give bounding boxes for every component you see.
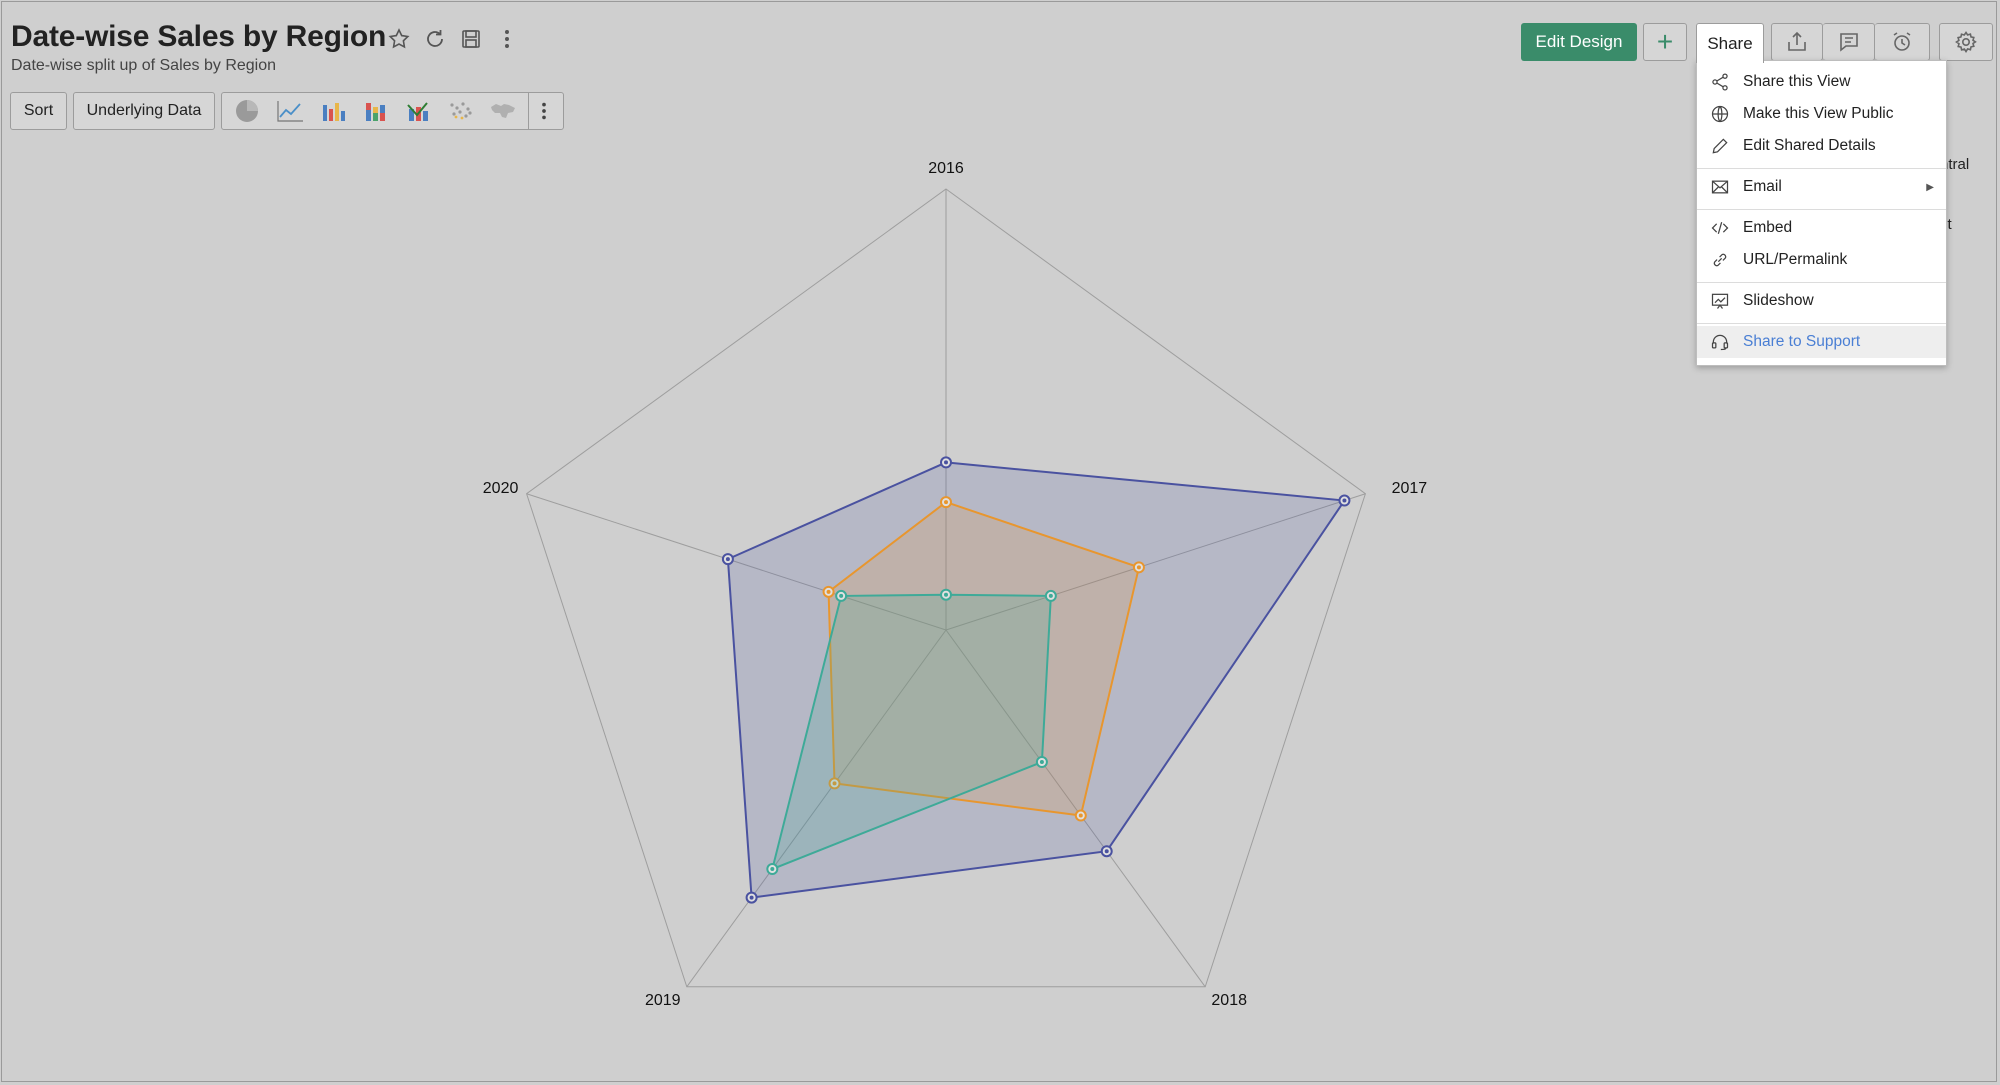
radar-axis-label: 2020 (483, 480, 519, 497)
radar-data-point-core (1136, 565, 1141, 570)
radar-data-point-core (826, 589, 831, 594)
map-chart-icon[interactable] (482, 93, 525, 129)
radar-data-point-core (770, 867, 775, 872)
legend-entry[interactable]: ntral (1940, 156, 1970, 173)
menu-item-label: Email (1743, 178, 1782, 195)
menu-item-label: Make this View Public (1743, 105, 1894, 122)
menu-item-email[interactable]: Email ▶ (1697, 171, 1946, 203)
combination-chart-icon[interactable] (396, 93, 439, 129)
title-actions (386, 26, 520, 52)
menu-item-embed[interactable]: Embed (1697, 212, 1946, 244)
radar-spoke (945, 493, 1366, 631)
refresh-icon[interactable] (422, 26, 448, 52)
radar-data-point-core (944, 460, 948, 465)
radar-data-point-core (1048, 593, 1053, 598)
chart-type-switcher (221, 92, 564, 130)
radar-series (721, 456, 1351, 904)
menu-item-label: Slideshow (1743, 292, 1814, 309)
submenu-arrow-icon: ▶ (1926, 181, 1934, 193)
radar-axis-label: 2018 (1211, 992, 1247, 1009)
comment-button[interactable] (1823, 23, 1875, 61)
link-icon (1709, 249, 1731, 271)
radar-data-point-core (1104, 849, 1109, 854)
radar-spoke (945, 629, 1206, 988)
slideshow-icon (1709, 290, 1731, 312)
underlying-data-button[interactable]: Underlying Data (73, 92, 215, 130)
radar-data-point-core (944, 592, 948, 597)
add-button[interactable]: + (1643, 23, 1687, 61)
stacked-bar-chart-icon[interactable] (354, 93, 397, 129)
sort-button[interactable]: Sort (10, 92, 67, 130)
radar-data-point-core (944, 500, 948, 505)
menu-item-share-to-support[interactable]: Share to Support (1697, 326, 1946, 358)
radar-data-point-core (839, 593, 844, 598)
code-icon (1709, 217, 1731, 239)
export-icon (1788, 31, 1806, 51)
pie-chart-icon[interactable] (226, 93, 269, 129)
share-dropdown-menu: Share this View Make this View Public Ed… (1696, 60, 1947, 366)
save-icon[interactable] (458, 26, 484, 52)
toolbar-divider (528, 93, 530, 129)
radar-series-area[interactable] (827, 500, 1141, 817)
globe-icon (1709, 103, 1731, 125)
radar-data-point-core (749, 895, 754, 900)
radar-data-point-core (832, 781, 837, 786)
alert-button[interactable] (1875, 23, 1930, 61)
menu-divider (1697, 168, 1946, 169)
edit-design-button[interactable]: Edit Design (1521, 23, 1637, 61)
menu-item-label: URL/Permalink (1743, 251, 1848, 268)
radar-grid-outline (525, 188, 1367, 988)
more-vertical-icon[interactable] (529, 100, 559, 122)
line-chart-icon[interactable] (269, 93, 312, 129)
radar-axis-labels: 2016 2017 2018 2019 2020 (483, 160, 1428, 1009)
menu-divider (1697, 323, 1946, 324)
radar-grid (525, 188, 1367, 988)
pencil-icon (1709, 135, 1731, 157)
menu-item-url-permalink[interactable]: URL/Permalink (1697, 244, 1946, 276)
radar-data-point-core (1342, 498, 1347, 503)
gear-icon (1955, 31, 1977, 53)
menu-item-label: Edit Shared Details (1743, 137, 1876, 154)
comment-icon (1839, 33, 1858, 52)
menu-item-label: Share this View (1743, 73, 1851, 90)
radar-axis-label: 2017 (1392, 480, 1428, 497)
radar-data-point-core (1078, 813, 1083, 818)
radar-spoke (686, 629, 947, 988)
menu-item-share-this-view[interactable]: Share this View (1697, 66, 1946, 98)
settings-button[interactable] (1939, 23, 1993, 61)
share-button[interactable]: Share (1696, 23, 1764, 63)
radar-series-area[interactable] (770, 593, 1052, 871)
scatter-chart-icon[interactable] (439, 93, 482, 129)
radar-axis-label: 2016 (928, 160, 964, 177)
menu-item-edit-shared-details[interactable]: Edit Shared Details (1697, 130, 1946, 162)
menu-item-make-public[interactable]: Make this View Public (1697, 98, 1946, 130)
page-subtitle: Date-wise split up of Sales by Region (11, 57, 277, 74)
export-button[interactable] (1771, 23, 1823, 61)
alarm-clock-icon (1893, 32, 1911, 51)
menu-item-slideshow[interactable]: Slideshow (1697, 285, 1946, 317)
support-icon (1709, 331, 1731, 353)
star-icon[interactable] (386, 26, 412, 52)
menu-item-label: Embed (1743, 219, 1793, 236)
radar-data-point-core (725, 557, 730, 562)
menu-divider (1697, 209, 1946, 210)
more-vertical-icon[interactable] (494, 26, 520, 52)
radar-spoke (526, 493, 947, 631)
radar-data-point-core (1039, 760, 1044, 765)
share-icon (1709, 71, 1731, 93)
menu-item-label: Share to Support (1743, 333, 1861, 350)
radar-axis-label: 2019 (645, 992, 681, 1009)
bar-chart-icon[interactable] (311, 93, 354, 129)
page-title: Date-wise Sales by Region (11, 20, 387, 53)
mail-icon (1709, 176, 1731, 198)
menu-divider (1697, 282, 1946, 283)
